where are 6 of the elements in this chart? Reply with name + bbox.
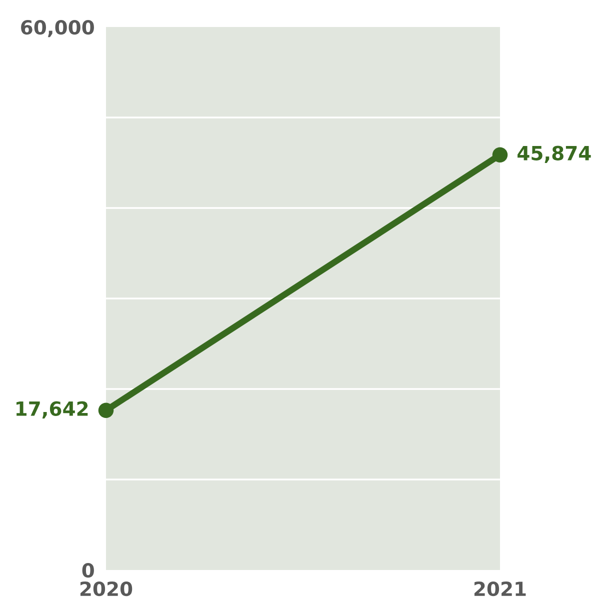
data-label: 45,874 xyxy=(518,146,591,163)
x-tick-label: 2020 xyxy=(80,581,132,596)
data-label: 17,642 xyxy=(16,401,88,418)
x-tick-label: 2021 xyxy=(474,581,526,596)
y-tick-label: 0 xyxy=(82,562,94,578)
y-tick-label: 60,000 xyxy=(21,20,94,38)
